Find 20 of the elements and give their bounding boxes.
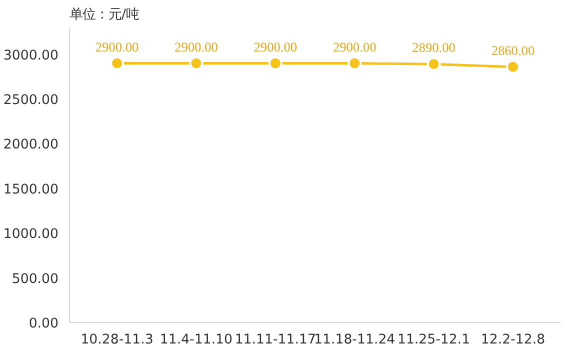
y-tick-label: 0.00: [28, 316, 59, 332]
y-tick-label: 2000.00: [3, 138, 59, 153]
y-tick-label: 2500.00: [3, 93, 59, 108]
data-label: 2890.00: [412, 40, 456, 56]
y-tick-label: 1000.00: [3, 227, 59, 242]
y-tick-label: 500.00: [12, 272, 59, 287]
data-label: 2900.00: [332, 39, 377, 54]
data-label: 2900.00: [174, 39, 218, 54]
y-tick-label: 1500.00: [3, 182, 59, 198]
y-tick-label: 3000.00: [3, 48, 59, 64]
x-tick-label: 11.25-12.1: [397, 332, 470, 346]
x-tick-label: 12.2-12.8: [480, 332, 546, 346]
data-label: 2860.00: [491, 42, 535, 58]
data-label: 2900.00: [95, 39, 140, 54]
x-tick-label: 11.4-11.10: [160, 332, 233, 346]
data-label: 2900.00: [254, 39, 298, 54]
x-tick-label: 10.28-11.3: [80, 332, 154, 346]
x-tick-label: 11.11-11.17: [234, 332, 316, 346]
y-axis-title: 单位：元/吨: [70, 8, 139, 22]
x-tick-label: 11.18-11.24: [314, 332, 396, 346]
